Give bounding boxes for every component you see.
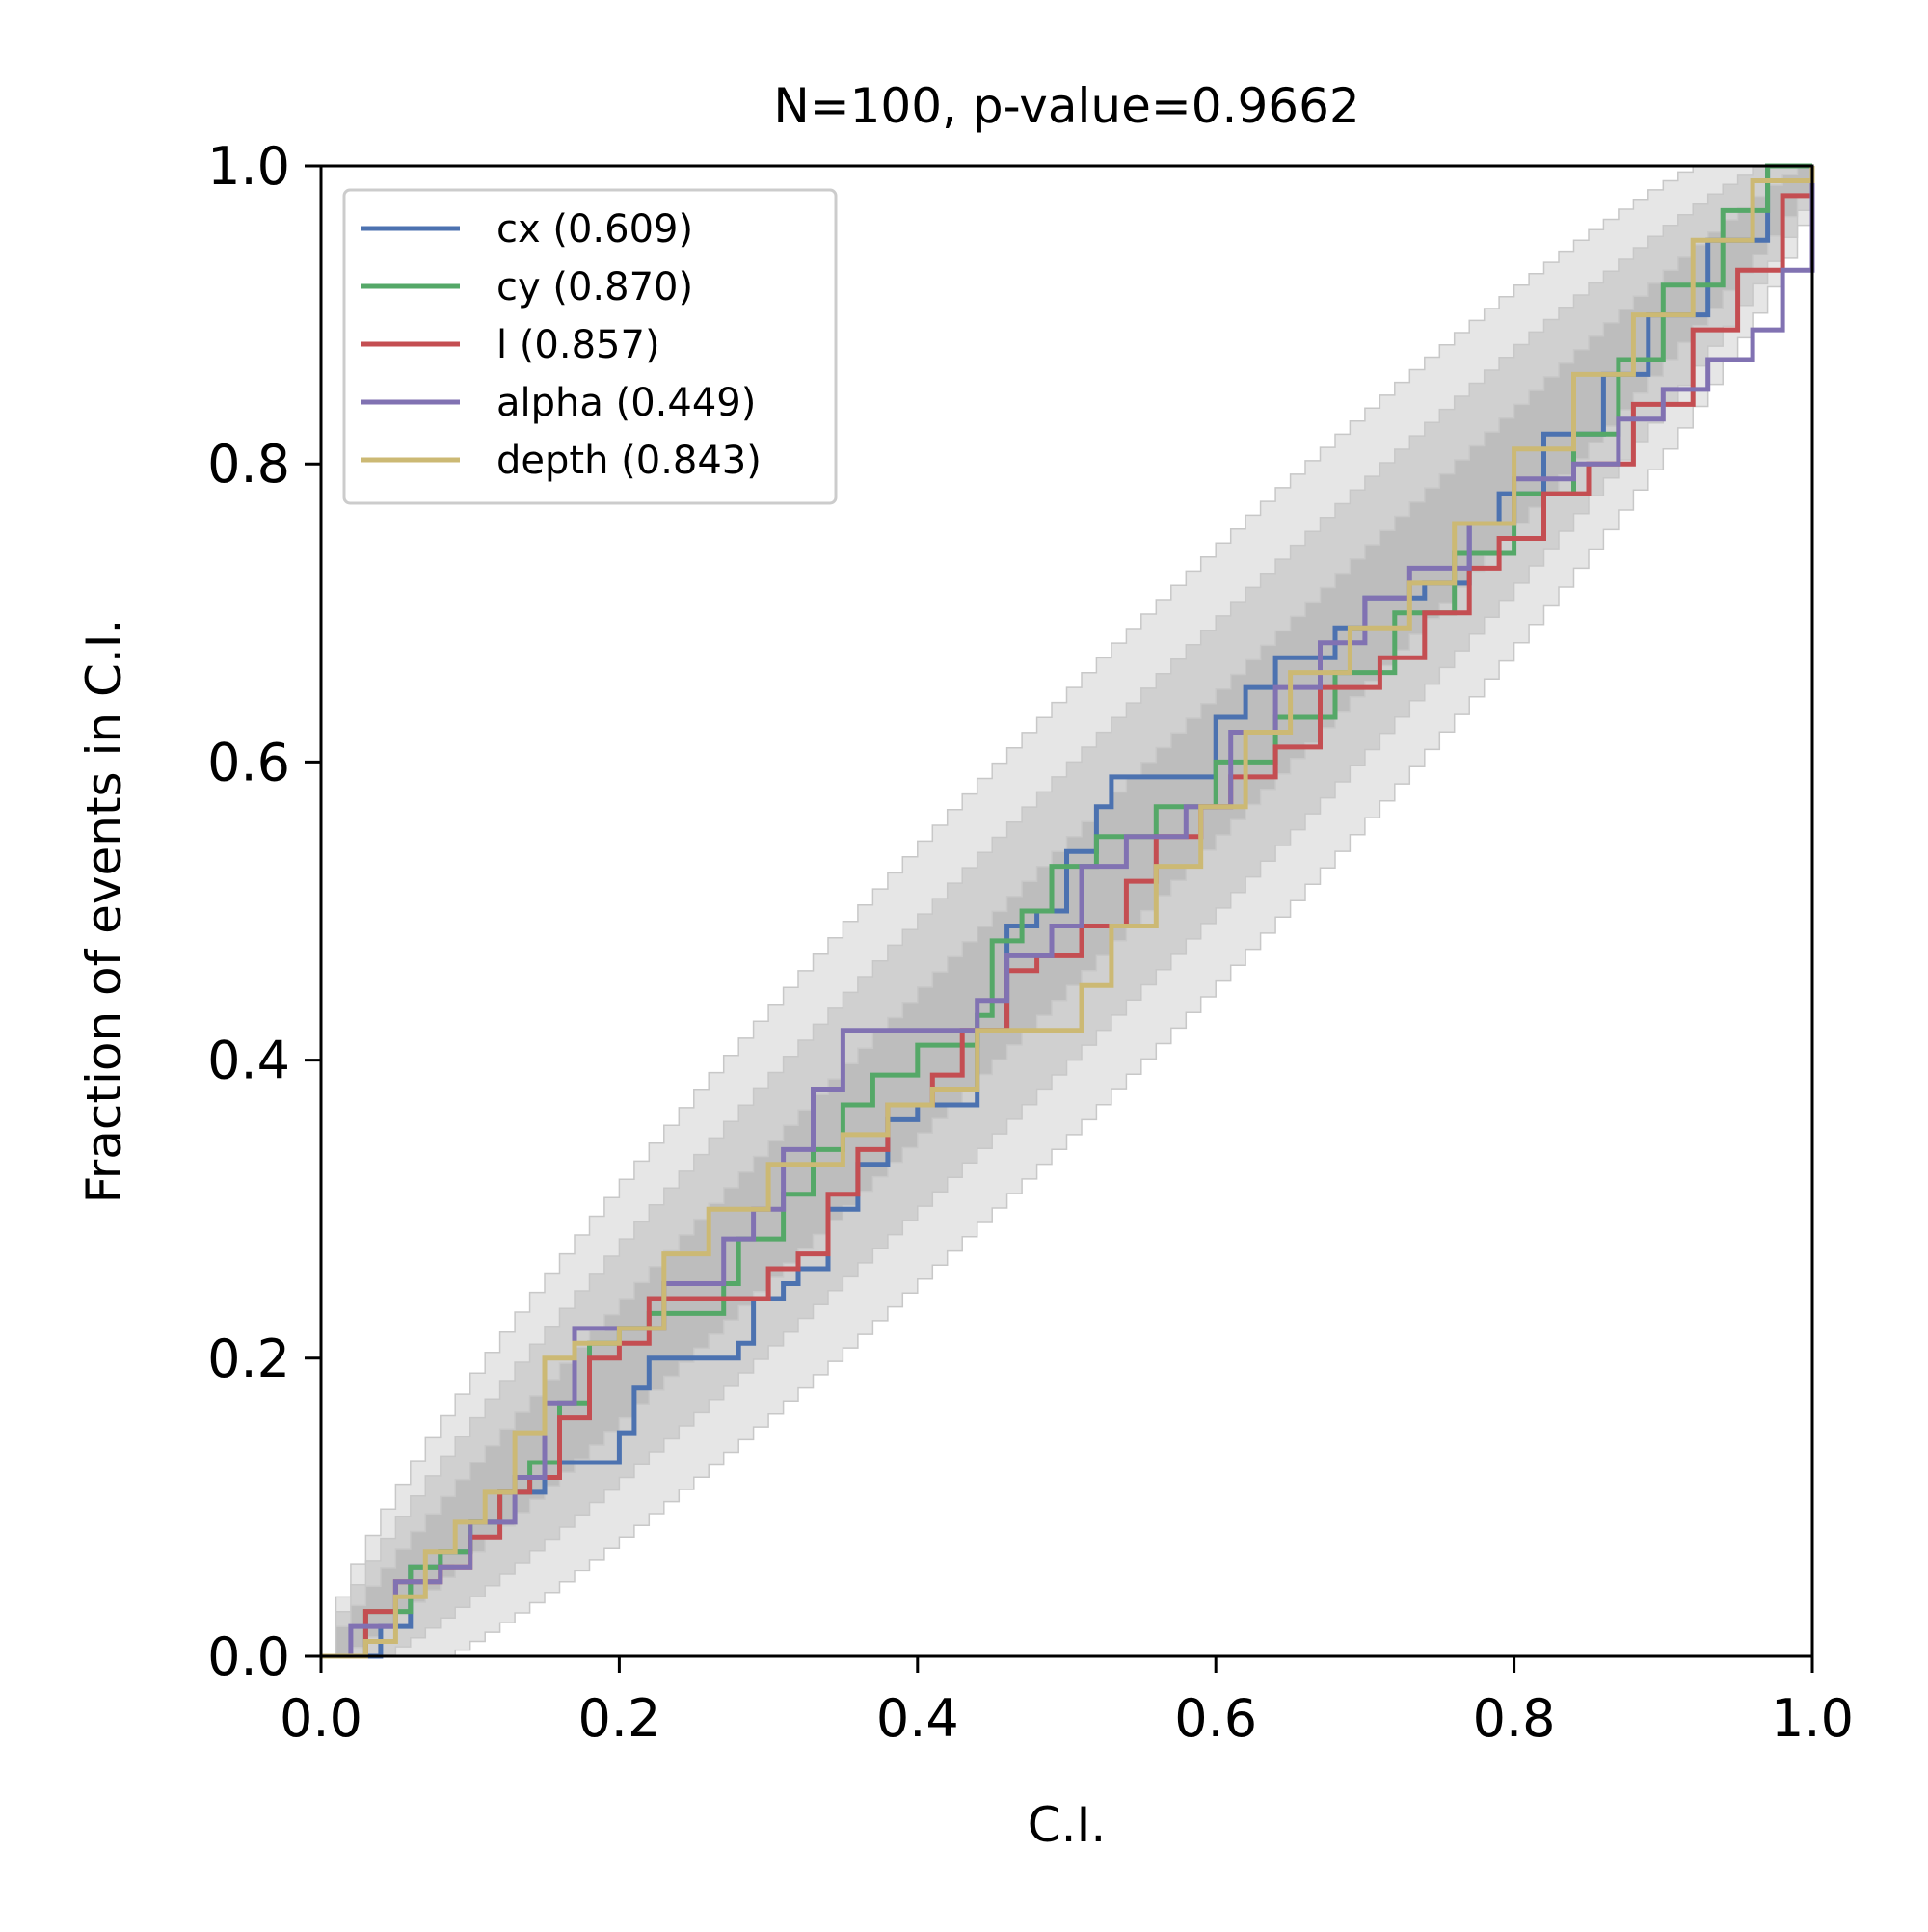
legend-label: alpha (0.449) xyxy=(496,381,756,425)
y-tick-label: 0.6 xyxy=(207,732,290,792)
legend-label: cx (0.609) xyxy=(496,207,693,252)
x-axis-label: C.I. xyxy=(1028,1797,1106,1853)
series-lines xyxy=(321,163,1815,1659)
series-line-4 xyxy=(321,166,1815,1659)
x-tick-label: 0.4 xyxy=(876,1688,959,1749)
y-tick-label: 1.0 xyxy=(207,136,290,197)
y-axis-label: Fraction of events in C.I. xyxy=(76,619,132,1204)
plot-frame xyxy=(319,164,1814,1658)
y-tick-label: 0.0 xyxy=(207,1626,290,1687)
x-tick-label: 0.6 xyxy=(1174,1688,1257,1749)
y-tick-label: 0.8 xyxy=(207,434,290,495)
chart-title: N=100, p-value=0.9662 xyxy=(773,78,1359,134)
legend-box xyxy=(342,188,838,505)
legend-label: depth (0.843) xyxy=(496,439,762,483)
y-tick-label: 0.4 xyxy=(207,1031,290,1091)
y-tick-label: 0.2 xyxy=(207,1328,290,1389)
x-tick-label: 0.2 xyxy=(577,1688,660,1749)
y-axis: 0.0 0.2 0.4 0.6 0.8 1.0 xyxy=(207,136,321,1687)
x-tick-label: 0.8 xyxy=(1473,1688,1556,1749)
series-line-3 xyxy=(321,166,1815,1659)
legend-label: cy (0.870) xyxy=(496,265,693,309)
legend: cx (0.609) cy (0.870) l (0.857) alpha (0.44… xyxy=(342,188,838,505)
legend-label: l (0.857) xyxy=(496,323,660,367)
x-tick-label: 1.0 xyxy=(1771,1688,1854,1749)
series-line-1 xyxy=(321,163,1812,1659)
x-axis: 0.0 0.2 0.4 0.6 0.8 1.0 xyxy=(280,1656,1854,1749)
x-tick-label: 0.0 xyxy=(280,1688,362,1749)
